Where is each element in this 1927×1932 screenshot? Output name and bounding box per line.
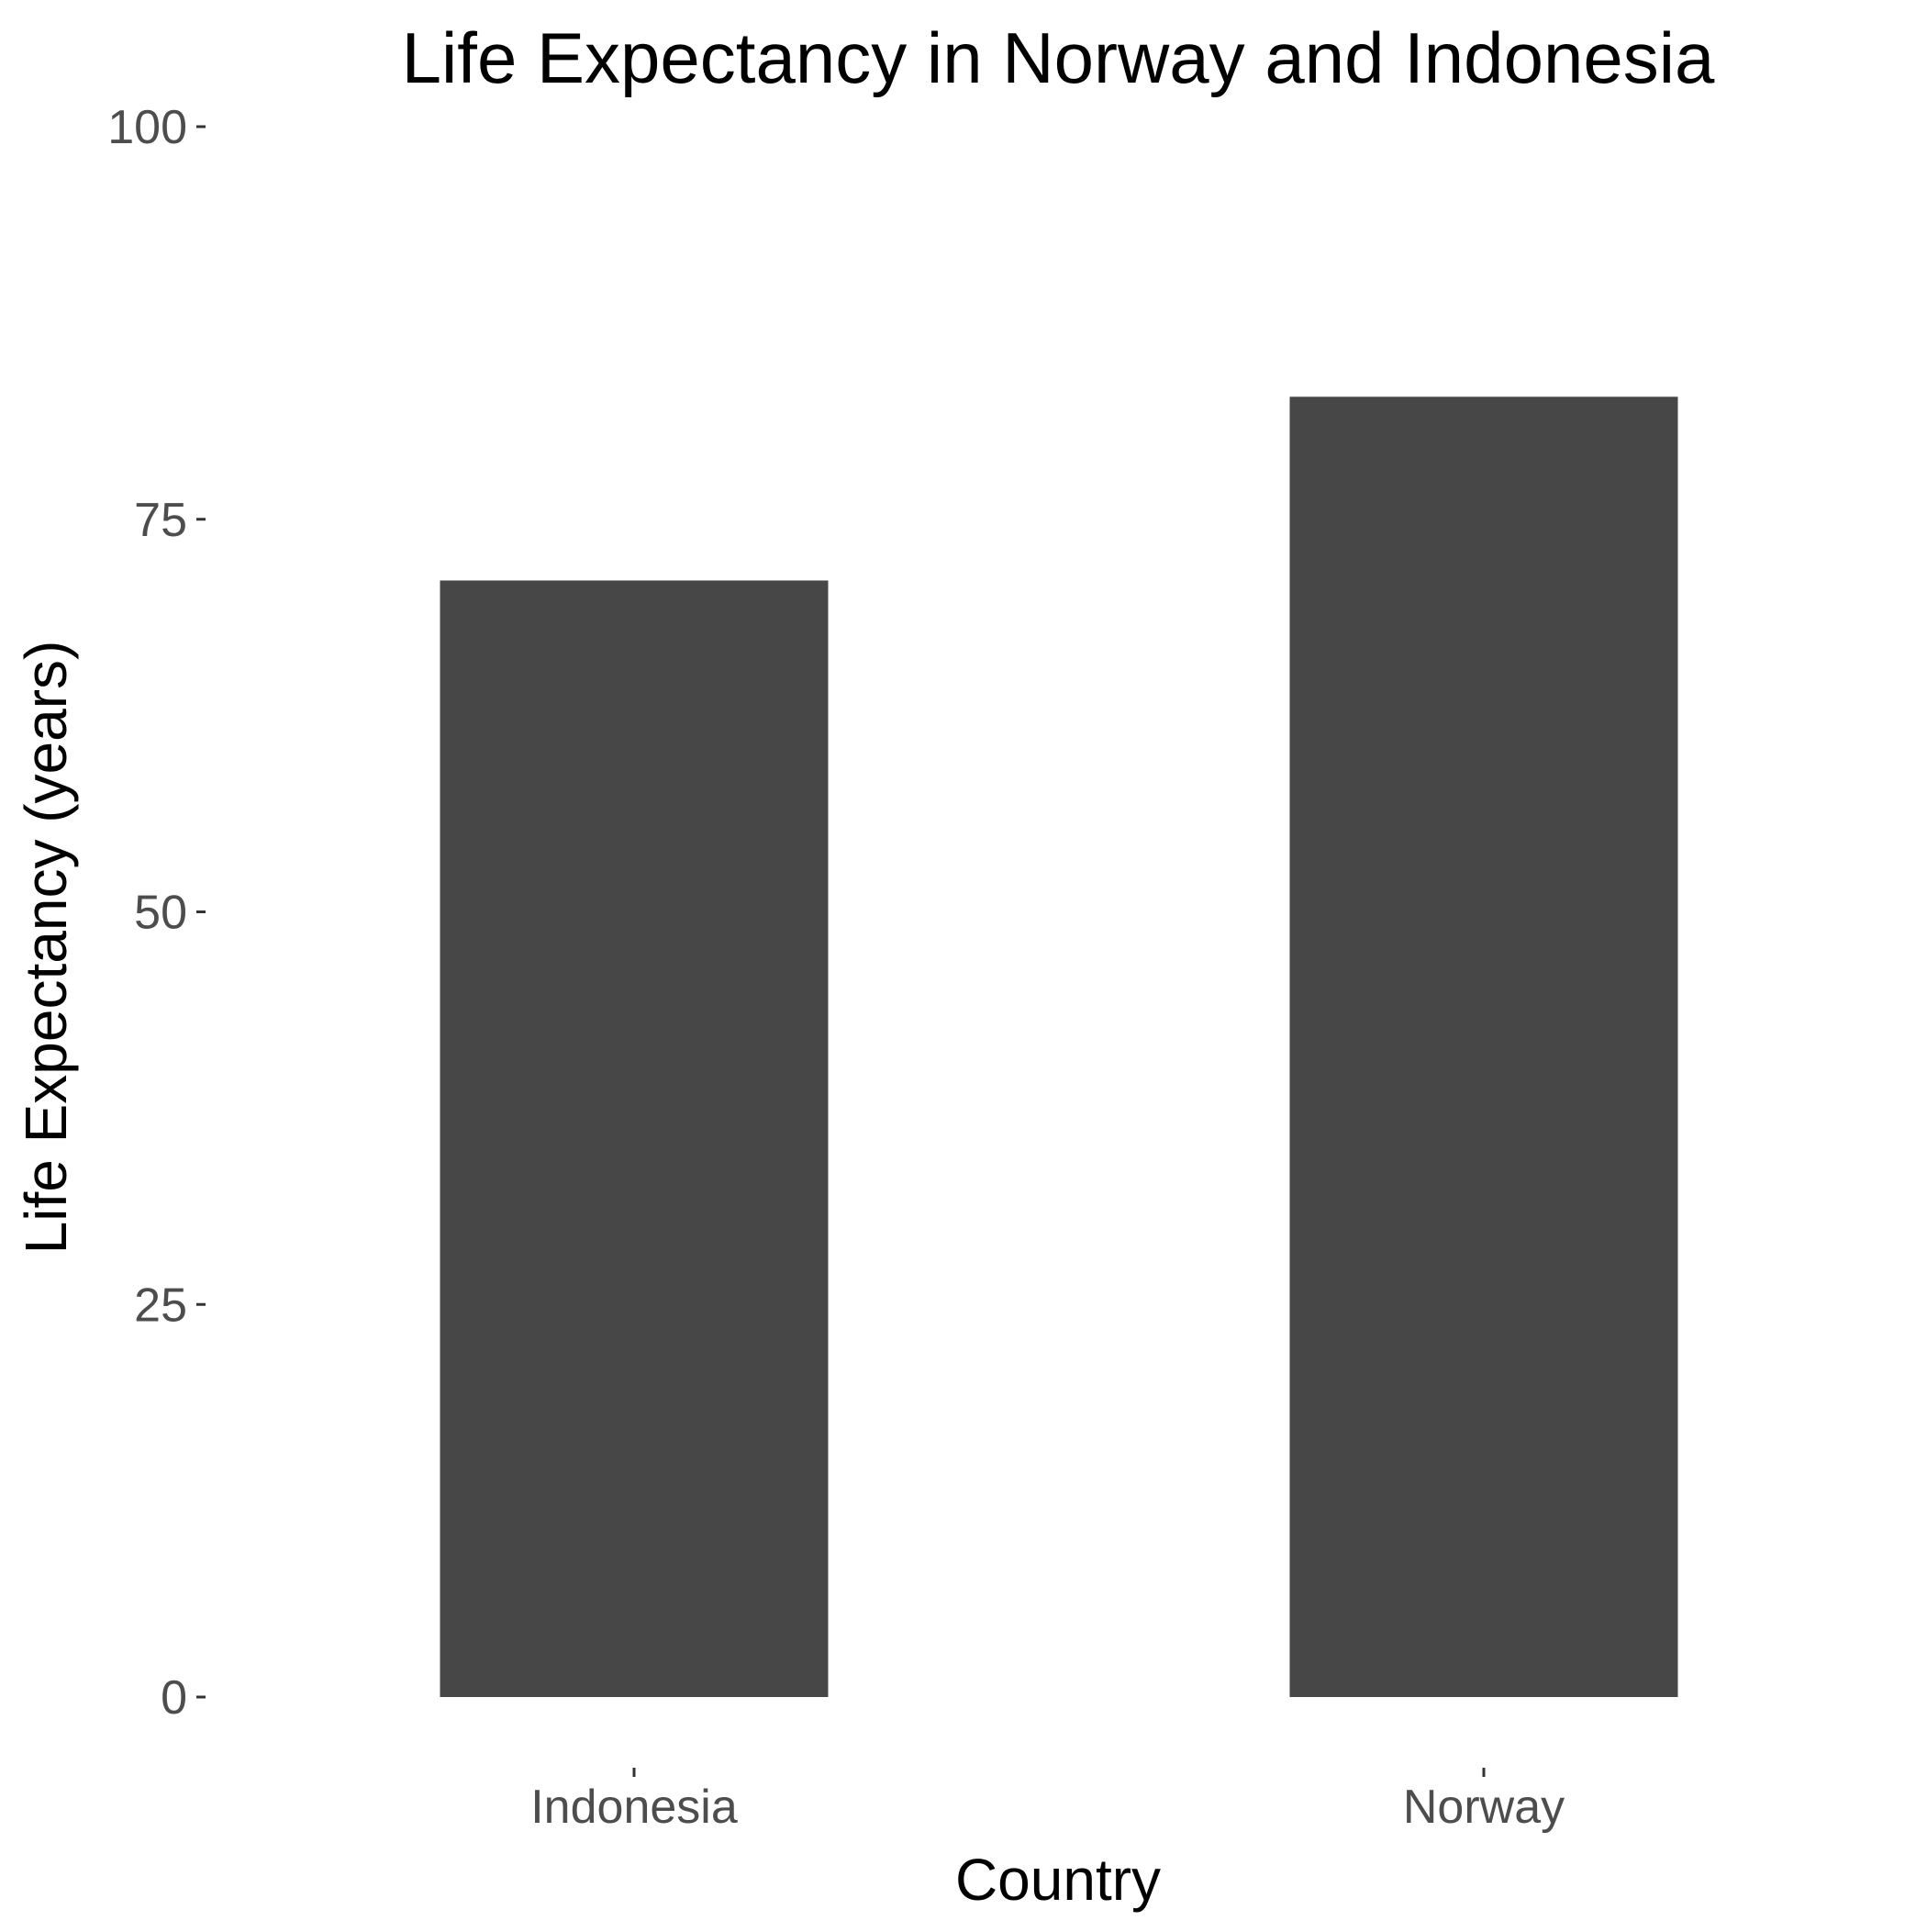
x-axis-title: Country [955,1847,1161,1913]
y-tick-label: 100 [107,101,187,154]
bar-indonesia [440,580,829,1697]
bars-group [440,396,1678,1697]
chart-title: Life Expectancy in Norway and Indonesia [402,17,1715,98]
x-tick-label: Norway [1403,1781,1565,1834]
y-tick-label: 50 [134,887,187,940]
x-tick-label: Indonesia [530,1781,738,1834]
x-axis: Indonesia Norway [530,1768,1565,1834]
y-tick-label: 25 [134,1279,187,1332]
bar-norway [1289,396,1678,1697]
y-axis-title: Life Expectancy (years) [13,641,79,1255]
y-tick-label: 0 [161,1671,187,1725]
y-axis: 0 25 50 75 100 [107,101,206,1725]
y-tick-label: 75 [134,494,187,547]
